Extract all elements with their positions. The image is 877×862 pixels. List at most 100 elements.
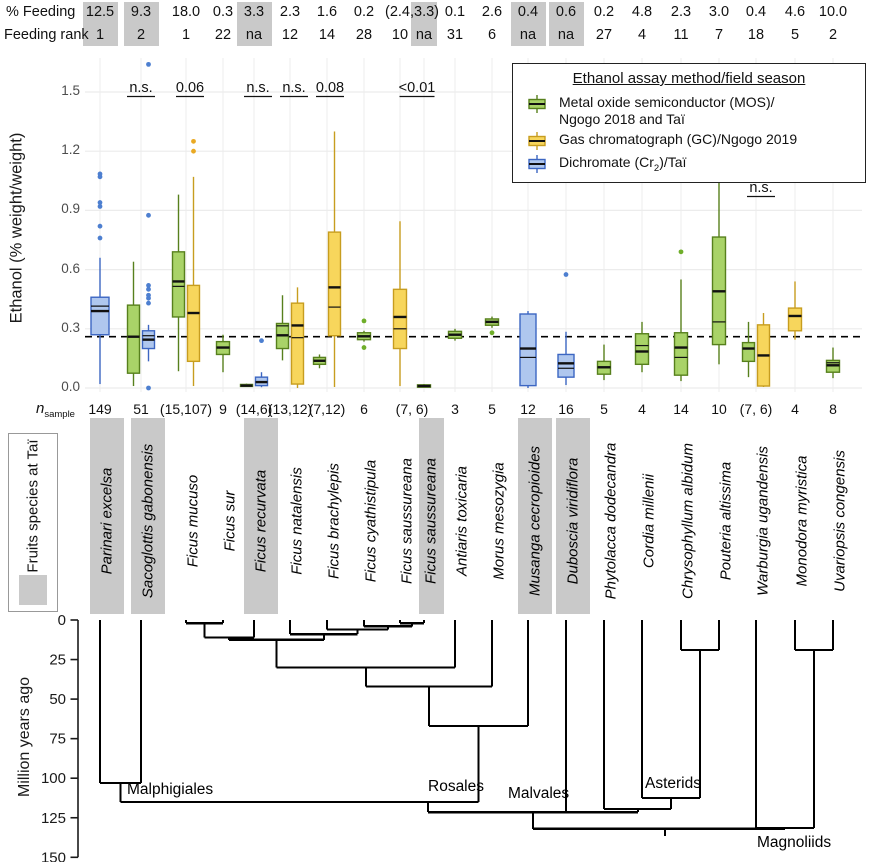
- species-name-label: Sacoglottis gabonensis: [139, 443, 157, 599]
- mya-tick-label: 50: [49, 691, 66, 708]
- boxplot-cr2: [557, 272, 575, 386]
- clade-label: Rosales: [428, 778, 484, 795]
- feeding-rank-value: 7: [714, 27, 724, 43]
- outlier-point: [97, 200, 103, 205]
- n-sample-value: 3: [451, 401, 459, 417]
- legend-mos-line2: Ngogo 2018 and Taï: [559, 110, 685, 127]
- feeding-rank-value: 18: [747, 27, 765, 43]
- outlier-point: [146, 282, 151, 288]
- feeding-rank-value: na: [245, 27, 263, 43]
- phylogeny-panel: 0 25 50 75 100 125 150 Malphigiales Rosales Malva…: [41, 612, 835, 862]
- mya-tick-label: 100: [41, 770, 66, 787]
- boxplot-mos: [741, 321, 756, 378]
- feeding-percent-value: 0.6: [555, 4, 577, 20]
- significance-label: n.s.: [129, 80, 152, 96]
- tai-species-band: [556, 418, 590, 614]
- ethanol-tick-label: 0.6: [61, 260, 80, 276]
- feeding-percent-value: 0.3: [212, 4, 234, 20]
- boxplot-cr2: [141, 61, 156, 391]
- legend-cr2-sub: 2: [653, 162, 660, 174]
- feeding-rank-value: 31: [446, 27, 464, 43]
- feeding-rank-value: 2: [136, 27, 146, 43]
- n-sample-value: 5: [600, 401, 608, 417]
- significance-label: 0.06: [176, 80, 204, 96]
- boxplot-cr2: [254, 338, 269, 388]
- species-name-label: Parinari excelsa: [98, 467, 116, 575]
- tai-species-legend-label: Fruits species at Taï: [24, 439, 42, 573]
- box-iqr: [186, 284, 201, 363]
- species-name-label: Ficus natalensis: [288, 467, 306, 575]
- feeding-percent-value: 10.0: [818, 4, 848, 20]
- outlier-point: [146, 292, 151, 298]
- feeding-rank-value: na: [557, 27, 575, 43]
- tai-header-band: [510, 2, 546, 46]
- outlier-point: [97, 171, 103, 177]
- boxplot-mos: [126, 261, 141, 387]
- boxplot-mos: [711, 182, 727, 365]
- outlier-point: [361, 318, 367, 324]
- species-name-label: Cordia millenii: [640, 473, 658, 569]
- boxplot-panel: n.s. 0.06 n.s. n.s. 0.08 <0.01 n.s.: [85, 58, 862, 392]
- feeding-rank-value: 12: [281, 27, 299, 43]
- boxplot-mos: [634, 321, 650, 373]
- tai-species-band: [244, 418, 278, 614]
- box-iqr: [171, 251, 186, 318]
- species-name-label: Ficus cyathistipula: [362, 459, 380, 583]
- ethanol-tick-label: 0.9: [61, 201, 80, 217]
- mya-tick-label: 0: [58, 612, 66, 629]
- boxplot-mos: [356, 318, 372, 350]
- species-name-label: Ficus sur: [221, 490, 239, 552]
- gc-boxplot-icon: [528, 132, 546, 151]
- box-iqr: [519, 313, 537, 387]
- species-name-label: Pouteria altissima: [717, 461, 735, 581]
- boxplot-mos: [275, 295, 290, 361]
- feeding-percent-value: 9.3: [130, 4, 152, 20]
- legend-item-gc-label: Gas chromatograph (GC)/Ngogo 2019: [559, 131, 798, 148]
- box-iqr: [126, 304, 141, 374]
- tai-header-band: [123, 2, 159, 46]
- legend-item-cr2: Dichromate (Cr2)/Taï: [513, 152, 865, 176]
- boxplot-mos: [215, 334, 231, 373]
- n-sample-value: 16: [558, 401, 574, 417]
- outlier-point: [563, 272, 569, 277]
- ethanol-tick-label: 0.0: [61, 379, 80, 394]
- n-sample-value: 149: [88, 401, 112, 417]
- n-sample-value: 12: [520, 401, 536, 417]
- legend-item-cr2-label: Dichromate (Cr2)/Taï: [559, 154, 686, 174]
- feeding-percent-value: 1.6: [316, 4, 338, 20]
- n-sample-value: (15,107): [159, 401, 213, 417]
- boxplot-gc: [392, 221, 408, 387]
- box-iqr: [392, 288, 408, 350]
- feeding-rank-value: 10: [391, 27, 409, 43]
- feeding-percent-value: 3.0: [708, 4, 730, 20]
- outlier-point: [146, 212, 151, 218]
- ethanol-tick-label: 1.5: [61, 83, 80, 98]
- feeding-percent-row-label: % Feeding: [6, 4, 76, 20]
- n-sample-value: (14,6): [235, 401, 273, 417]
- feeding-rank-value: 28: [355, 27, 373, 43]
- mya-tick-label: 25: [49, 652, 66, 669]
- feeding-percent-value: 0.1: [444, 4, 466, 20]
- n-sample-value: 8: [829, 401, 837, 417]
- tai-gray-swatch: [19, 575, 47, 605]
- outlier-point: [97, 223, 103, 229]
- boxplot-mos: [484, 316, 500, 336]
- species-name-label: Uvariopsis congensis: [831, 450, 849, 592]
- n-sample-value: 5: [488, 401, 496, 417]
- feeding-percent-value: 0.2: [593, 4, 615, 20]
- boxplot-mos: [596, 344, 612, 381]
- boxplot-mos: [447, 328, 463, 341]
- feeding-rank-value: 1: [181, 27, 191, 43]
- species-name-label: Monodora myristica: [793, 455, 811, 587]
- n-sample-value: 9: [219, 401, 227, 417]
- feeding-percent-value: 4.8: [631, 4, 653, 20]
- species-name-label: Ficus saussureana: [422, 458, 440, 584]
- tai-species-band: [418, 418, 444, 614]
- n-sample-value: 4: [638, 401, 646, 417]
- box-iqr: [673, 332, 689, 376]
- species-name-label: Ficus mucuso: [184, 474, 202, 568]
- species-name-label: Morus mesozygia: [490, 462, 508, 580]
- box-iqr: [787, 307, 803, 332]
- feeding-rank-value: 5: [790, 27, 800, 43]
